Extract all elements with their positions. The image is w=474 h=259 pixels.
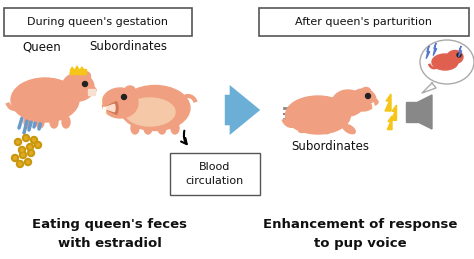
Polygon shape <box>70 66 86 74</box>
Circle shape <box>17 140 19 143</box>
Ellipse shape <box>131 122 139 134</box>
Circle shape <box>27 143 34 150</box>
Circle shape <box>29 152 33 155</box>
Ellipse shape <box>144 122 152 134</box>
Circle shape <box>21 154 25 156</box>
Circle shape <box>18 147 26 154</box>
Wedge shape <box>103 102 118 114</box>
Ellipse shape <box>88 87 96 93</box>
Ellipse shape <box>325 124 337 132</box>
Wedge shape <box>103 104 115 112</box>
Ellipse shape <box>50 116 58 128</box>
Polygon shape <box>418 95 432 129</box>
Circle shape <box>11 155 18 162</box>
Polygon shape <box>422 83 436 93</box>
Ellipse shape <box>285 96 350 134</box>
Polygon shape <box>459 46 462 57</box>
Polygon shape <box>433 43 437 56</box>
Circle shape <box>18 162 21 166</box>
Circle shape <box>36 143 39 147</box>
Circle shape <box>19 152 27 159</box>
Polygon shape <box>391 105 396 120</box>
Polygon shape <box>385 94 391 111</box>
Circle shape <box>30 136 37 143</box>
Ellipse shape <box>158 122 166 134</box>
Text: After queen's parturition: After queen's parturition <box>295 17 432 27</box>
Circle shape <box>22 134 29 141</box>
Ellipse shape <box>11 78 79 122</box>
Ellipse shape <box>332 90 364 116</box>
FancyBboxPatch shape <box>4 8 192 36</box>
Ellipse shape <box>36 116 44 128</box>
Ellipse shape <box>120 85 190 131</box>
Circle shape <box>35 141 42 148</box>
FancyBboxPatch shape <box>259 8 469 36</box>
Text: Eating queen's feces
with estradiol: Eating queen's feces with estradiol <box>33 218 188 250</box>
Ellipse shape <box>343 124 356 134</box>
Ellipse shape <box>432 54 458 70</box>
Circle shape <box>27 149 35 156</box>
Circle shape <box>25 159 31 166</box>
FancyBboxPatch shape <box>406 102 418 122</box>
Polygon shape <box>426 46 430 59</box>
Ellipse shape <box>350 89 376 111</box>
Text: Queen: Queen <box>23 40 61 54</box>
Text: During queen's gestation: During queen's gestation <box>27 17 168 27</box>
Circle shape <box>15 139 21 146</box>
Ellipse shape <box>299 124 311 132</box>
Ellipse shape <box>24 116 32 128</box>
Ellipse shape <box>125 98 175 126</box>
FancyBboxPatch shape <box>170 153 260 195</box>
Polygon shape <box>387 116 392 130</box>
FancyBboxPatch shape <box>70 69 86 74</box>
Circle shape <box>82 82 88 87</box>
Circle shape <box>13 156 17 160</box>
Circle shape <box>17 161 24 168</box>
Ellipse shape <box>362 88 371 95</box>
Ellipse shape <box>62 73 94 101</box>
Ellipse shape <box>447 51 463 63</box>
Text: Enhancement of response
to pup voice: Enhancement of response to pup voice <box>263 218 457 250</box>
Circle shape <box>457 53 461 57</box>
Ellipse shape <box>125 86 135 94</box>
Text: Subordinates: Subordinates <box>89 40 167 54</box>
Circle shape <box>365 93 371 98</box>
Circle shape <box>28 146 31 148</box>
Ellipse shape <box>62 116 70 128</box>
Ellipse shape <box>317 124 329 134</box>
Circle shape <box>33 139 36 141</box>
Ellipse shape <box>420 40 474 84</box>
Text: Blood
circulation: Blood circulation <box>186 162 244 186</box>
Ellipse shape <box>370 99 378 105</box>
Circle shape <box>20 148 24 152</box>
Ellipse shape <box>102 88 138 118</box>
Ellipse shape <box>171 122 179 134</box>
FancyArrowPatch shape <box>225 85 260 135</box>
Circle shape <box>25 136 27 140</box>
Circle shape <box>27 161 29 163</box>
Text: Subordinates: Subordinates <box>291 140 369 154</box>
Circle shape <box>121 95 127 99</box>
FancyBboxPatch shape <box>89 90 95 96</box>
Ellipse shape <box>80 71 91 81</box>
